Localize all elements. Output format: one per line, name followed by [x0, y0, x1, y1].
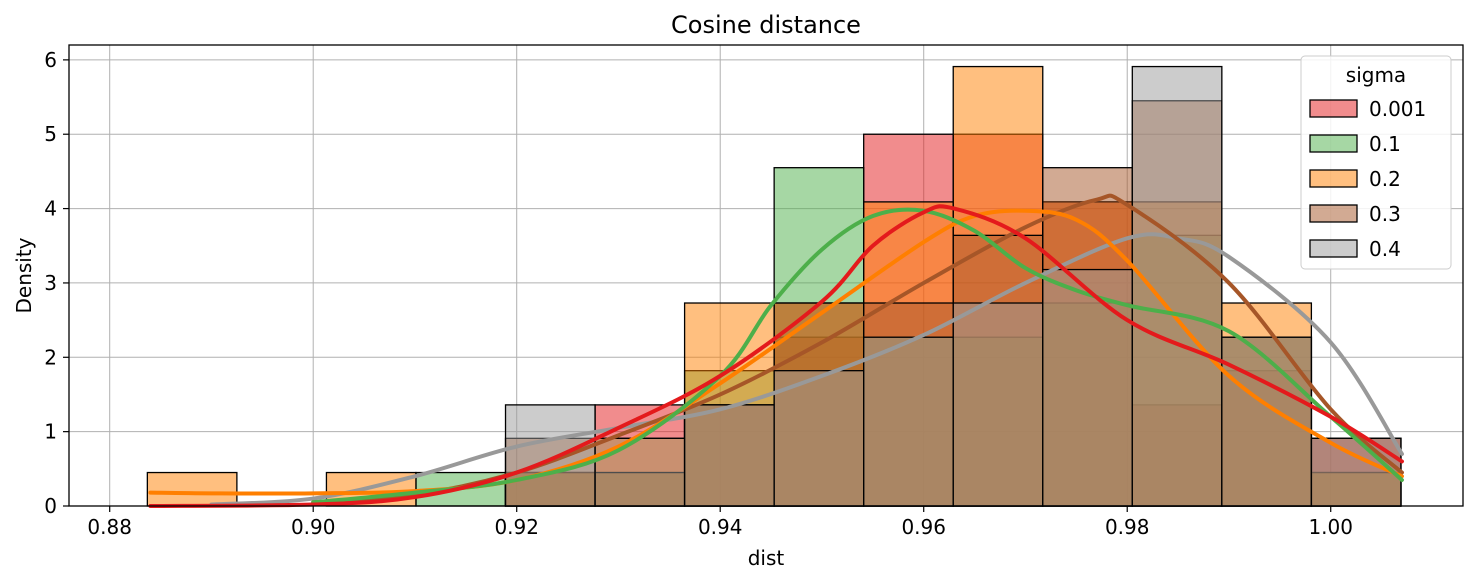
legend-swatch: [1309, 99, 1358, 118]
legend-items: 0.001 0.1 0.2 0.3 0.4: [1309, 97, 1426, 261]
x-tick-label: 0.94: [698, 515, 743, 539]
y-tick-label: 6: [44, 48, 57, 72]
y-axis-label: Density: [12, 237, 36, 313]
kde-line-0.2: [148, 208, 1404, 496]
plot-frame: [68, 44, 1464, 507]
legend-label: 0.4: [1369, 237, 1401, 261]
histogram-bar: [1221, 336, 1313, 507]
legend-label: 0.001: [1369, 97, 1426, 121]
bars: [146, 65, 1402, 507]
y-tick-label: 3: [44, 271, 57, 295]
x-tick-label: 0.96: [901, 515, 946, 539]
histogram-bar: [1131, 65, 1223, 507]
kde-line-0.1: [311, 207, 1404, 505]
histogram-bar: [773, 370, 865, 507]
legend-item: 0.3: [1309, 202, 1401, 226]
y-tick-label: 0: [44, 494, 57, 518]
histogram-bar: [1042, 268, 1133, 507]
y-tick-label: 5: [44, 122, 57, 146]
y-tick-label: 2: [44, 345, 57, 369]
y-axis-ticks: 0 1 2 3 4 5 6: [44, 48, 69, 518]
x-tick-label: 0.98: [1105, 515, 1150, 539]
histogram-bar: [146, 471, 238, 507]
legend-label: 0.2: [1369, 167, 1401, 191]
kde-line-0.4: [209, 232, 1404, 507]
legend-label: 0.1: [1369, 132, 1401, 156]
histogram-bar: [683, 404, 775, 507]
x-axis-label: dist: [748, 546, 785, 570]
legend-item: 0.2: [1309, 167, 1401, 191]
x-axis-ticks: 0.88 0.90 0.92 0.94 0.96 0.98 1.00: [87, 506, 1353, 539]
histogram-bar: [504, 404, 596, 507]
legend-item: 0.1: [1309, 132, 1401, 156]
kde-line-0.001: [148, 204, 1404, 508]
legend-swatch: [1309, 204, 1358, 223]
histogram-bar: [594, 437, 686, 507]
x-tick-label: 0.88: [87, 515, 132, 539]
legend-item: 0.001: [1309, 97, 1426, 121]
histogram-bar: [863, 336, 954, 507]
x-tick-label: 1.00: [1308, 515, 1353, 539]
legend-title: sigma: [1346, 63, 1406, 87]
legend-swatch: [1309, 239, 1358, 258]
legend-item: 0.4: [1309, 237, 1401, 261]
legend-swatch: [1309, 169, 1358, 188]
legend-swatch: [1309, 134, 1358, 153]
x-tick-label: 0.92: [494, 515, 539, 539]
kde-curves: [148, 193, 1404, 508]
legend-label: 0.3: [1369, 202, 1401, 226]
histogram-bar: [952, 302, 1044, 507]
y-tick-label: 1: [44, 420, 57, 444]
legend: sigma 0.001 0.1 0.2 0.3 0.4: [1300, 55, 1452, 270]
y-tick-label: 4: [44, 197, 57, 221]
x-tick-label: 0.90: [291, 515, 336, 539]
chart-title: Cosine distance: [671, 11, 861, 39]
